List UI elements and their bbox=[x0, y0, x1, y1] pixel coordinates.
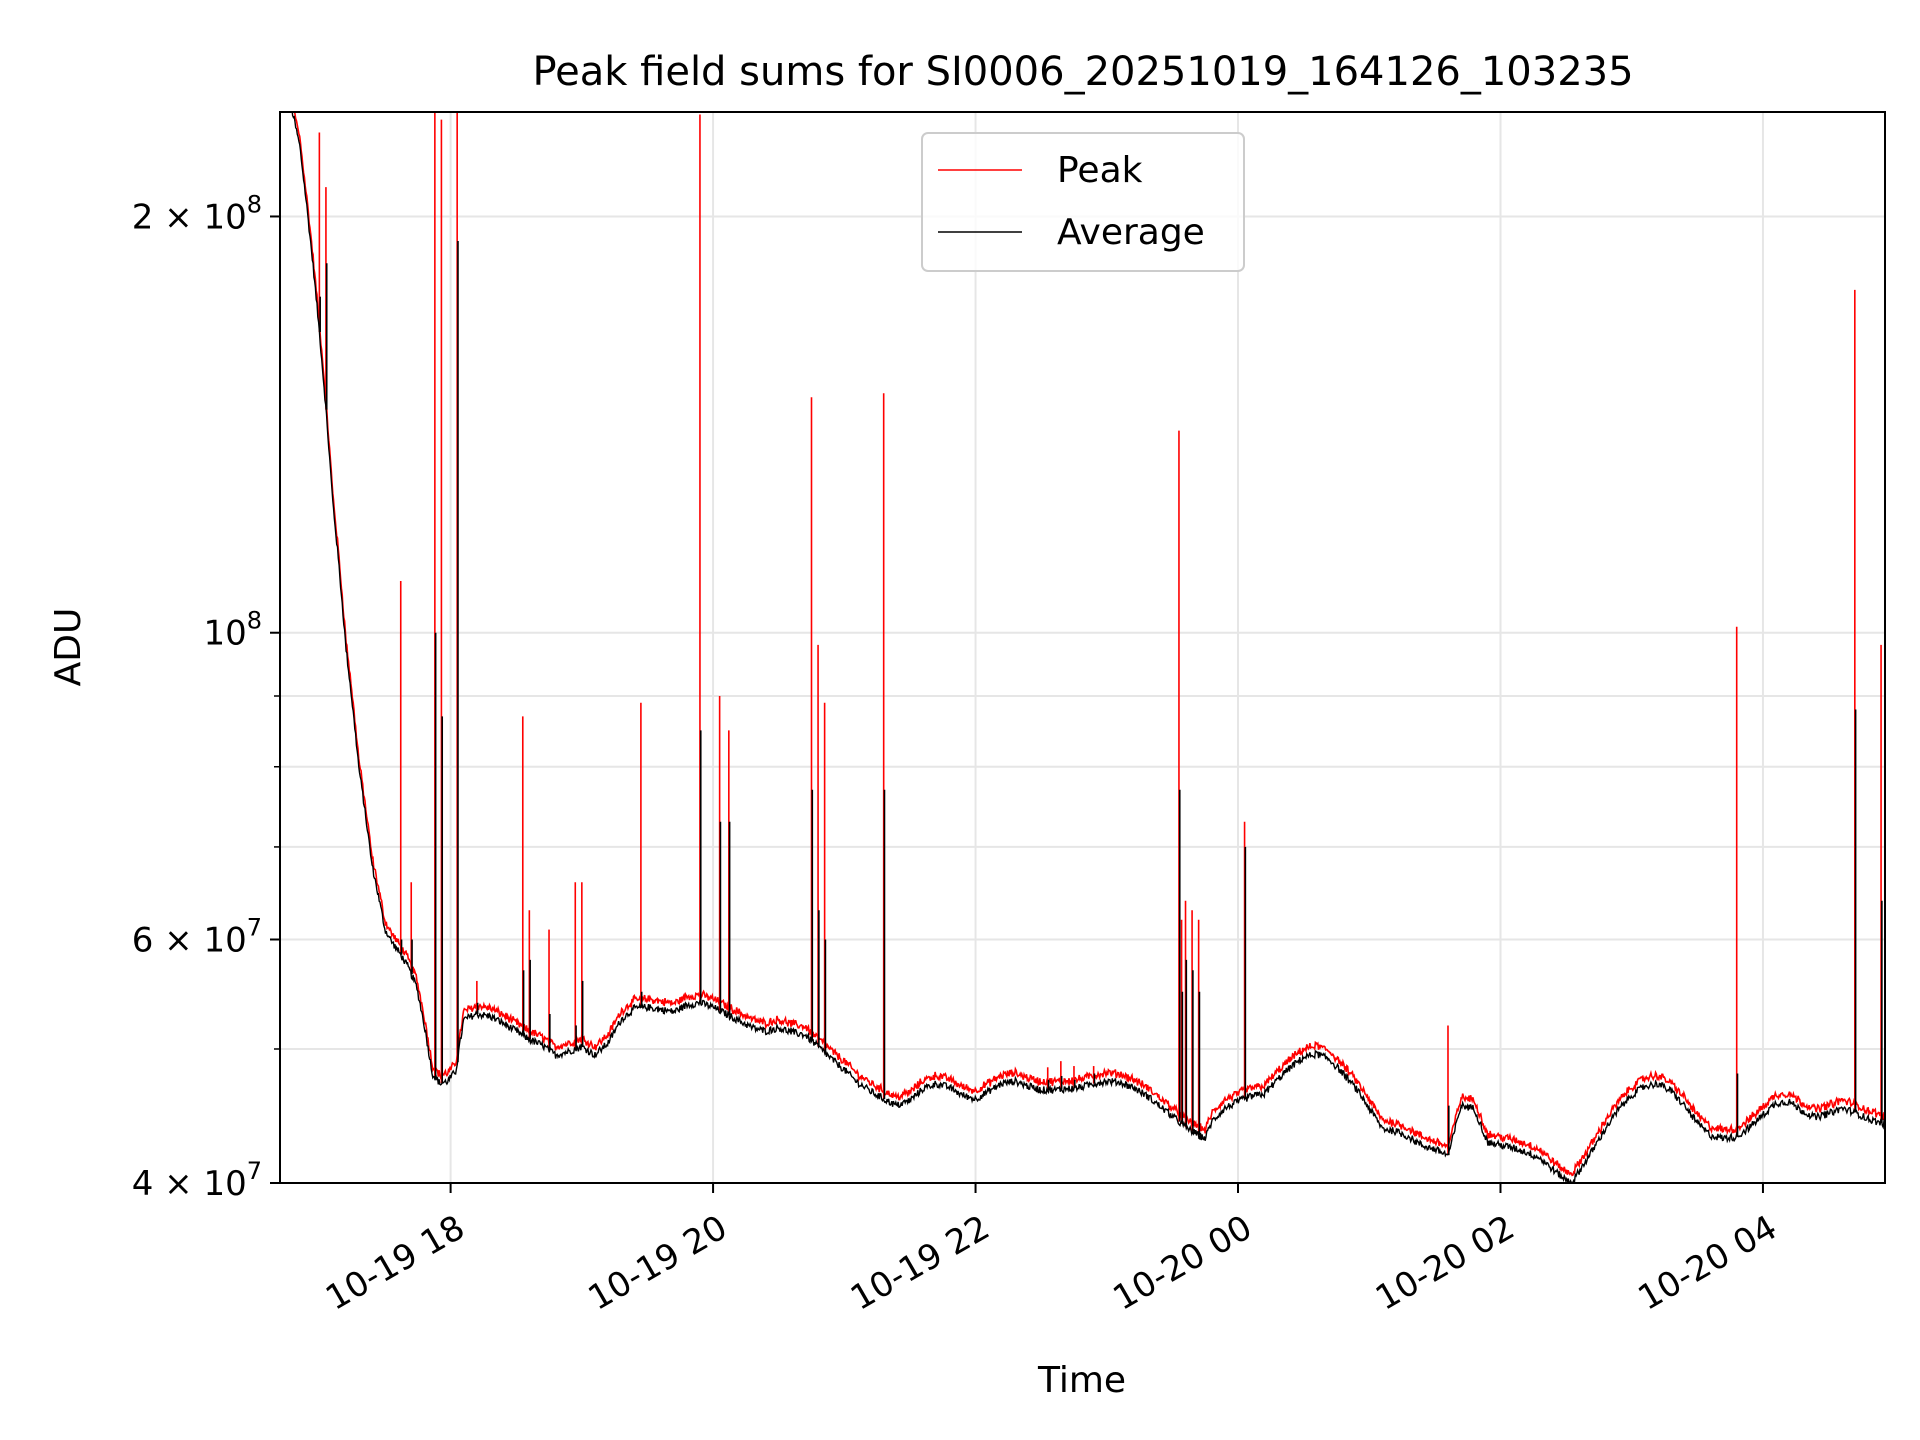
data-layer bbox=[291, 112, 1885, 1183]
y-tick-label: 6 × 107 bbox=[132, 914, 262, 961]
average-series-line bbox=[291, 112, 1885, 1183]
x-axis-label: Time bbox=[1037, 1360, 1126, 1401]
legend-average-label: Average bbox=[1057, 212, 1205, 253]
plot-frame bbox=[279, 111, 1886, 1184]
legend-box bbox=[921, 132, 1245, 272]
y-axis-label: ADU bbox=[48, 608, 89, 687]
legend-peak-label: Peak bbox=[1057, 150, 1143, 191]
y-tick-label: 4 × 107 bbox=[132, 1157, 262, 1204]
legend: Peak Average bbox=[921, 132, 1245, 272]
chart-title: Peak field sums for SI0006_20251019_1641… bbox=[532, 49, 1633, 95]
y-tick-label: 2 × 108 bbox=[132, 190, 262, 237]
peak-series-line bbox=[293, 112, 1885, 1177]
